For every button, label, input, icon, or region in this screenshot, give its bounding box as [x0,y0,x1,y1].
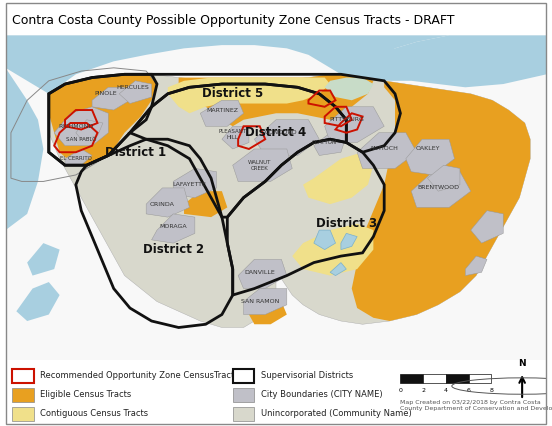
Polygon shape [254,120,319,155]
Polygon shape [325,107,384,142]
Polygon shape [325,78,373,100]
Polygon shape [49,74,157,165]
Text: Contiguous Census Tracts: Contiguous Census Tracts [40,409,148,418]
Text: N: N [518,360,526,368]
Text: CLAYTON: CLAYTON [312,140,337,145]
Polygon shape [27,243,60,276]
Polygon shape [411,172,471,207]
Polygon shape [314,133,346,155]
Text: SAN PABLO: SAN PABLO [66,137,97,142]
Polygon shape [238,259,287,288]
Polygon shape [341,233,357,250]
Text: RICHMOND: RICHMOND [58,124,93,129]
Text: 0: 0 [399,388,402,393]
Bar [423,374,446,383]
Text: District 4: District 4 [246,126,306,139]
Text: District 3: District 3 [316,217,377,230]
Text: SAN RAMON: SAN RAMON [241,299,279,304]
Polygon shape [427,165,460,191]
Polygon shape [303,152,373,204]
Text: District 2: District 2 [142,243,204,256]
Text: 8: 8 [490,388,493,393]
Text: EL CERRITO: EL CERRITO [60,156,92,161]
Polygon shape [6,35,546,360]
FancyBboxPatch shape [233,407,254,421]
Text: Supervisorial Districts: Supervisorial Districts [261,371,353,380]
Polygon shape [184,191,227,217]
Text: MARTINEZ: MARTINEZ [206,107,238,112]
Text: 2: 2 [421,388,425,393]
Text: CONCORD: CONCORD [265,130,298,135]
FancyBboxPatch shape [233,369,254,383]
Text: District 1: District 1 [105,146,166,159]
Text: City Boundaries (CITY NAME): City Boundaries (CITY NAME) [261,390,383,399]
Polygon shape [92,87,130,110]
Text: Eligible Census Tracts: Eligible Census Tracts [40,390,131,399]
Text: LAFAYETTE: LAFAYETTE [173,182,206,187]
Text: 4: 4 [444,388,448,393]
Text: Unincorporated (Community Name): Unincorporated (Community Name) [261,409,412,418]
Polygon shape [341,35,546,87]
Polygon shape [146,188,189,217]
Polygon shape [222,126,249,149]
Text: PINOLE: PINOLE [94,91,117,96]
Bar [400,374,423,383]
Bar [446,374,469,383]
Text: Recommended Opportunity Zone CensusTracts: Recommended Opportunity Zone CensusTract… [40,371,239,380]
Text: 6: 6 [466,388,470,393]
Text: ORINDA: ORINDA [150,201,175,207]
Polygon shape [168,78,330,113]
Polygon shape [406,139,454,175]
Text: Contra Costa County Possible Opportunity Zone Census Tracts - DRAFT: Contra Costa County Possible Opportunity… [12,14,454,27]
Text: HERCULES: HERCULES [116,85,149,90]
Polygon shape [471,210,503,243]
Polygon shape [65,149,92,165]
Text: PLEASANT
HILL: PLEASANT HILL [219,129,247,140]
Text: ANTIOCH: ANTIOCH [370,147,399,152]
Polygon shape [314,230,336,250]
Polygon shape [330,262,346,276]
Text: OAKLEY: OAKLEY [415,147,440,152]
Polygon shape [179,74,373,126]
Polygon shape [49,74,530,328]
Polygon shape [249,302,287,324]
Polygon shape [243,288,287,314]
Polygon shape [54,107,108,146]
Text: WALNUT
CREEK: WALNUT CREEK [248,160,272,170]
Polygon shape [352,81,530,321]
Polygon shape [6,35,546,94]
FancyBboxPatch shape [12,388,34,402]
Polygon shape [6,68,44,230]
Polygon shape [357,133,417,168]
Polygon shape [292,224,373,276]
Polygon shape [119,81,152,104]
FancyBboxPatch shape [12,407,34,421]
Polygon shape [173,168,216,198]
Polygon shape [465,256,487,276]
Polygon shape [200,100,243,126]
Polygon shape [233,149,292,181]
Text: PITTSBURG: PITTSBURG [329,117,364,122]
Polygon shape [76,120,103,139]
Text: DANVILLE: DANVILLE [245,270,275,275]
FancyBboxPatch shape [12,369,34,383]
Polygon shape [152,214,195,243]
Text: BRENTWOOD: BRENTWOOD [417,185,459,190]
Bar [469,374,491,383]
Text: Map Created on 03/22/2018 by Contra Costa
County Department of Conservation and : Map Created on 03/22/2018 by Contra Cost… [400,400,552,411]
Polygon shape [17,282,60,321]
Text: District 5: District 5 [202,87,263,100]
Text: MORAGA: MORAGA [160,225,187,229]
FancyBboxPatch shape [233,388,254,402]
